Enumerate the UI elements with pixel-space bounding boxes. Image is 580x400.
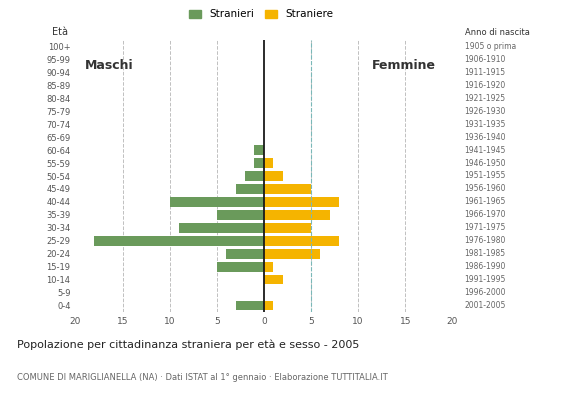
- Text: 1996-2000: 1996-2000: [465, 288, 506, 297]
- Text: 1931-1935: 1931-1935: [465, 120, 506, 129]
- Text: 1981-1985: 1981-1985: [465, 249, 506, 258]
- Text: COMUNE DI MARIGLIANELLA (NA) · Dati ISTAT al 1° gennaio · Elaborazione TUTTITALI: COMUNE DI MARIGLIANELLA (NA) · Dati ISTA…: [17, 373, 388, 382]
- Text: Età: Età: [52, 28, 68, 38]
- Bar: [179, 223, 264, 233]
- Bar: [245, 171, 264, 181]
- Text: Anno di nascita: Anno di nascita: [465, 28, 530, 38]
- Bar: [264, 249, 320, 258]
- Bar: [255, 158, 264, 168]
- Text: 1971-1975: 1971-1975: [465, 223, 506, 232]
- Text: 1926-1930: 1926-1930: [465, 107, 506, 116]
- Bar: [264, 158, 273, 168]
- Text: 2001-2005: 2001-2005: [465, 301, 506, 310]
- Text: 1951-1955: 1951-1955: [465, 172, 506, 180]
- Text: Maschi: Maschi: [85, 60, 133, 72]
- Text: Femmine: Femmine: [372, 60, 436, 72]
- Text: 1956-1960: 1956-1960: [465, 184, 506, 194]
- Text: 1916-1920: 1916-1920: [465, 81, 506, 90]
- Text: 1921-1925: 1921-1925: [465, 94, 506, 103]
- Bar: [217, 262, 264, 272]
- Bar: [255, 145, 264, 155]
- Bar: [264, 223, 311, 233]
- Text: 1936-1940: 1936-1940: [465, 133, 506, 142]
- Bar: [217, 210, 264, 220]
- Bar: [264, 184, 311, 194]
- Text: 1946-1950: 1946-1950: [465, 158, 506, 168]
- Bar: [264, 262, 273, 272]
- Text: 1986-1990: 1986-1990: [465, 262, 506, 271]
- Text: 1906-1910: 1906-1910: [465, 55, 506, 64]
- Text: 1976-1980: 1976-1980: [465, 236, 506, 245]
- Text: 1991-1995: 1991-1995: [465, 275, 506, 284]
- Bar: [264, 197, 339, 207]
- Text: 1911-1915: 1911-1915: [465, 68, 506, 77]
- Bar: [169, 197, 264, 207]
- Text: Popolazione per cittadinanza straniera per età e sesso - 2005: Popolazione per cittadinanza straniera p…: [17, 340, 360, 350]
- Text: 1941-1945: 1941-1945: [465, 146, 506, 154]
- Text: 1966-1970: 1966-1970: [465, 210, 506, 219]
- Text: 1961-1965: 1961-1965: [465, 198, 506, 206]
- Bar: [264, 210, 330, 220]
- Legend: Stranieri, Straniere: Stranieri, Straniere: [184, 5, 338, 24]
- Bar: [235, 184, 264, 194]
- Bar: [235, 301, 264, 310]
- Text: 1905 o prima: 1905 o prima: [465, 42, 516, 51]
- Bar: [264, 275, 283, 284]
- Bar: [264, 236, 339, 246]
- Bar: [94, 236, 264, 246]
- Bar: [264, 171, 283, 181]
- Bar: [226, 249, 264, 258]
- Bar: [264, 301, 273, 310]
